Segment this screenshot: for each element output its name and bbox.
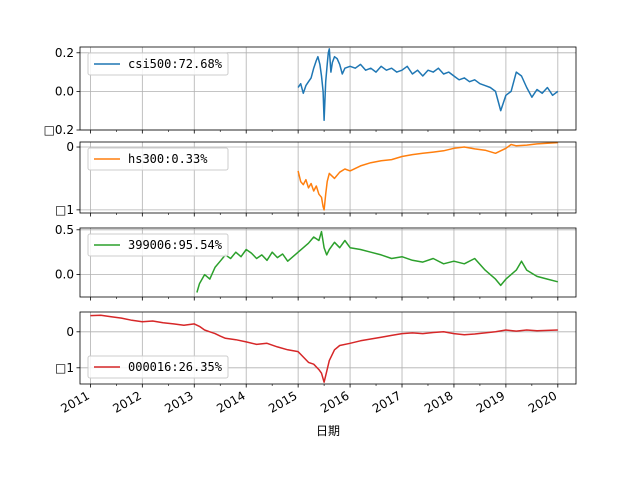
series-line-1 — [297, 48, 559, 122]
axes-frame — [79, 46, 577, 131]
ytick-label: 0.5 — [55, 223, 74, 237]
xtick-label-2014: 2014 — [214, 388, 247, 415]
xtick-label-2012: 2012 — [110, 388, 143, 415]
axes-frame — [79, 311, 577, 385]
ytick-label: 0 — [66, 325, 74, 339]
panel-1: 0.2 0.0 □0.2 csi500:72.68% — [44, 46, 577, 137]
panel-4: 0 □1 000016:26.35% 2011 2012 2013 2014 2015 2016… — [55, 311, 577, 416]
ytick-label: 0 — [66, 140, 74, 154]
panel-2: 0 □1 hs300:0.33% — [55, 140, 577, 217]
legend-label: hs300:0.33% — [128, 152, 208, 166]
xtick-label-2011: 2011 — [58, 388, 91, 415]
x-axis-label: 日期 — [316, 424, 340, 438]
ytick-label: □1 — [55, 361, 74, 375]
panel-3: 0.5 0.0 399006:95.54% — [55, 223, 577, 301]
legend-label: 399006:95.54% — [128, 238, 223, 252]
xtick-label-2013: 2013 — [162, 388, 195, 415]
xtick-label-2015: 2015 — [266, 388, 299, 415]
series-line-3 — [196, 230, 558, 293]
xtick-label-2018: 2018 — [422, 388, 455, 415]
xtick-label-2020: 2020 — [526, 388, 559, 415]
legend-label: csi500:72.68% — [128, 57, 223, 71]
ytick-label: 0.0 — [55, 268, 74, 282]
legend-box — [87, 52, 229, 76]
chart-panels: 0.2 0.0 □0.2 csi500:72.68% 0 □1 hs300:0.33% 0.5… — [44, 46, 577, 416]
axes-frame — [79, 141, 577, 214]
ytick-label: □1 — [55, 203, 74, 217]
xtick-label-2017: 2017 — [370, 388, 403, 415]
ytick-label: 0.2 — [55, 46, 74, 60]
legend-box — [87, 233, 229, 257]
xtick-label-2016: 2016 — [318, 388, 351, 415]
series-line-4 — [90, 314, 558, 383]
legend-box — [87, 147, 229, 171]
ytick-label: 0.0 — [55, 84, 74, 98]
legend-label: 000016:26.35% — [128, 360, 223, 374]
legend-box — [87, 355, 229, 379]
ytick-label: □0.2 — [44, 123, 74, 137]
axes-frame — [79, 227, 577, 298]
series-line-2 — [297, 141, 558, 211]
xtick-label-2019: 2019 — [474, 388, 507, 415]
